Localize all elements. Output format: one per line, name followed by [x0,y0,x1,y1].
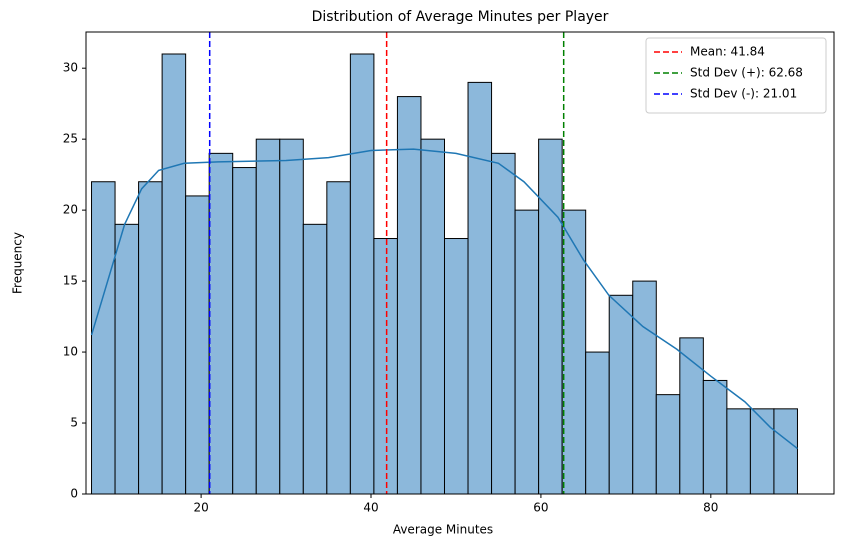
bar [232,167,257,495]
bar [420,138,445,495]
bar [608,294,634,495]
y-tick-label: 10 [63,345,78,359]
x-axis-label: Average Minutes [393,523,493,537]
bar [702,379,728,495]
bar [749,408,775,495]
bar [91,181,116,495]
legend-label: Std Dev (+): 62.68 [690,66,803,80]
bar [726,408,751,495]
bar [467,81,493,495]
bar [302,223,328,495]
bar [185,195,210,495]
bar [279,138,304,495]
x-tick-label: 80 [703,501,718,515]
bar [255,138,281,495]
bar [208,152,234,495]
bar [491,152,516,495]
kde-line [90,148,798,450]
bar [561,209,587,495]
y-tick-label: 25 [63,132,78,146]
bar [773,408,798,495]
y-axis-label: Frequency [11,232,25,294]
y-tick-label: 30 [63,61,78,75]
bar [161,53,187,495]
bar [396,96,422,495]
bar [585,351,610,495]
bar [373,238,398,495]
bar [138,181,163,495]
legend-label: Mean: 41.84 [690,45,765,59]
y-tick-label: 0 [70,487,78,501]
y-tick-label: 15 [63,274,78,288]
x-tick-label: 40 [363,501,378,515]
bar [326,181,351,495]
bar [538,138,563,495]
bar [349,53,375,495]
bar [655,394,681,495]
bar [514,209,540,495]
x-tick-label: 60 [533,501,548,515]
bar [443,238,469,495]
legend-label: Std Dev (-): 21.01 [690,87,797,101]
legend-box [645,37,827,114]
bar [114,223,140,495]
chart-title: Distribution of Average Minutes per Play… [312,9,609,25]
bar [632,280,657,495]
y-tick-label: 20 [63,203,78,217]
plot-frame [85,31,835,495]
y-tick-label: 5 [70,416,78,430]
x-tick-label: 20 [193,501,208,515]
